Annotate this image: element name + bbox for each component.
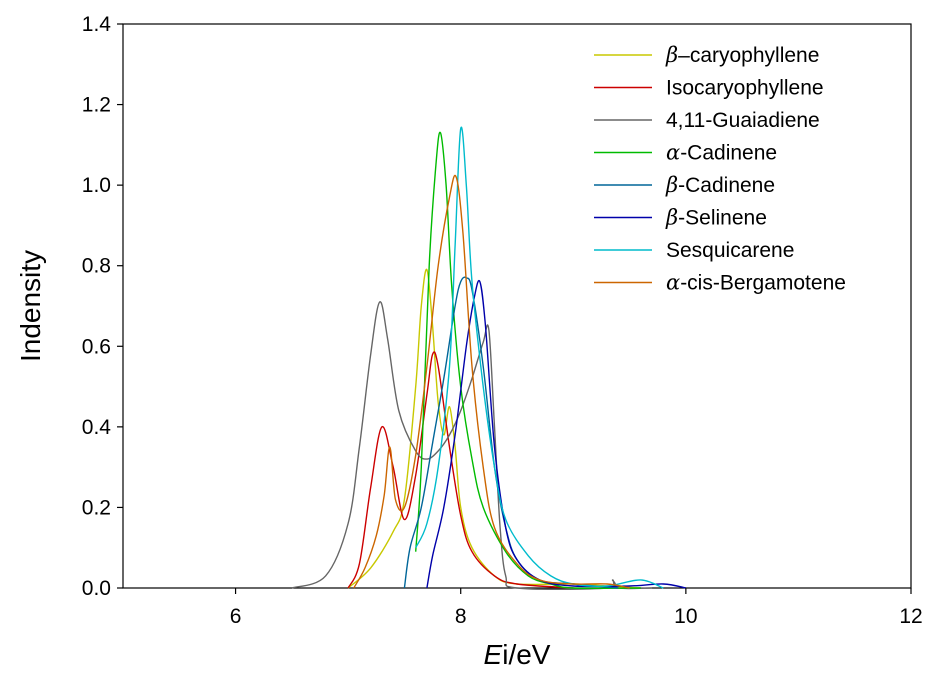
legend-symbol: α — [666, 141, 680, 165]
y-tick-label: 0.0 — [82, 577, 111, 600]
x-tick-label: 10 — [674, 605, 697, 628]
legend-label: Sesquicarene — [666, 239, 794, 262]
plot-area — [122, 23, 912, 590]
legend-label: α-cis-Bergamotene — [666, 271, 846, 295]
x-axis-title-main: E — [484, 639, 503, 670]
series-line-6 — [415, 126, 664, 589]
legend-text: -Selinene — [678, 207, 767, 230]
legend-label: β–caryophyllene — [665, 43, 819, 67]
y-tick-label: 0.4 — [82, 416, 112, 439]
x-tick-label: 6 — [230, 605, 242, 628]
y-tick-label: 0.8 — [82, 255, 111, 278]
y-axis: 0.0 0.2 0.4 0.6 0.8 1.0 1.2 1.4 — [82, 13, 123, 600]
legend-symbol: β — [665, 43, 678, 67]
x-axis-title: Ei/eV — [484, 639, 551, 670]
legend: β–caryophylleneIsocaryophyllene4,11-Guai… — [594, 43, 846, 295]
legend-text: -Cadinene — [680, 142, 777, 165]
legend-symbol: β — [665, 206, 678, 230]
y-tick-label: 0.2 — [82, 496, 111, 519]
legend-label: β-Selinene — [665, 206, 767, 230]
y-tick-label: 1.4 — [82, 13, 112, 36]
legend-label: Isocaryophyllene — [666, 77, 824, 100]
series-line-7 — [353, 174, 630, 589]
x-tick-label: 12 — [899, 605, 922, 628]
y-axis-title: Indensity — [15, 250, 46, 362]
x-axis-title-rest: i/eV — [502, 639, 551, 670]
legend-label: α-Cadinene — [666, 141, 777, 165]
legend-symbol: α — [666, 271, 680, 295]
x-tick-label: 8 — [455, 605, 467, 628]
legend-text: Isocaryophyllene — [666, 77, 824, 100]
legend-text: -cis-Bergamotene — [680, 272, 846, 295]
legend-text: 4,11-Guaiadiene — [666, 109, 820, 132]
legend-symbol: β — [665, 173, 678, 197]
x-axis: 6 8 10 12 — [230, 588, 923, 628]
series-line-1 — [347, 351, 574, 589]
series-line-5 — [426, 280, 687, 589]
y-tick-label: 1.2 — [82, 94, 111, 117]
y-tick-label: 1.0 — [82, 174, 111, 197]
legend-text: –caryophyllene — [678, 44, 819, 67]
legend-label: 4,11-Guaiadiene — [666, 109, 820, 132]
series-line-3 — [415, 131, 641, 590]
legend-text: Sesquicarene — [666, 239, 794, 262]
legend-label: β-Cadinene — [665, 173, 775, 197]
y-tick-label: 0.6 — [82, 335, 111, 358]
series-curves — [291, 126, 687, 590]
legend-text: -Cadinene — [678, 174, 775, 197]
